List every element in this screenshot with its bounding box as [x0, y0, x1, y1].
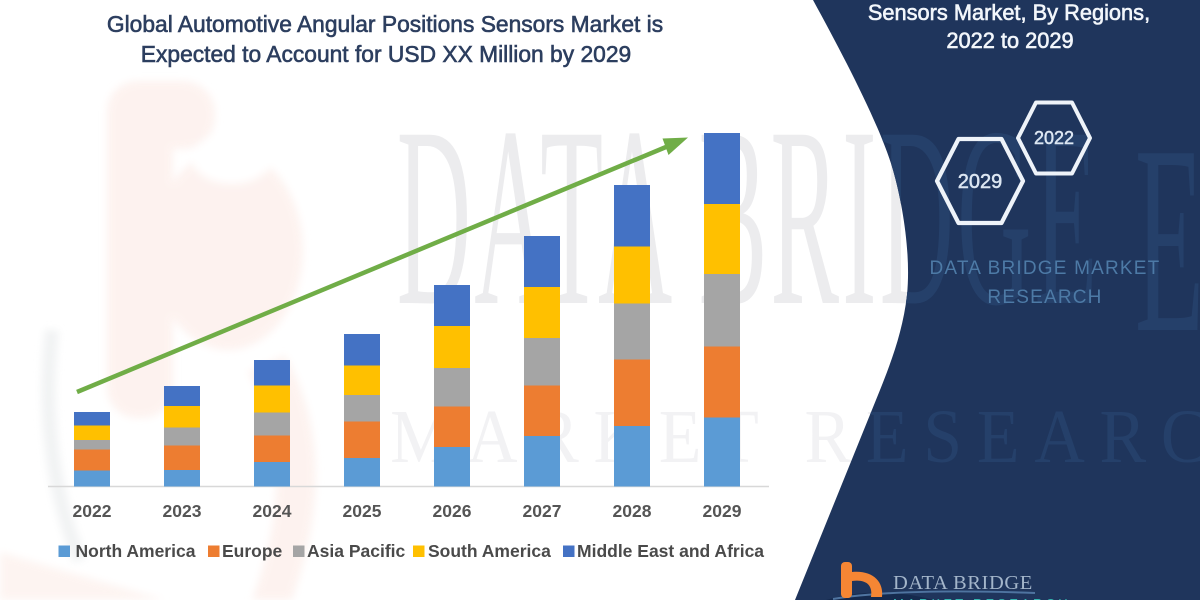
svg-text:Sensors Market, By Regions,: Sensors Market, By Regions, [868, 0, 1150, 25]
svg-text:DATA BRIDGE: DATA BRIDGE [893, 572, 1033, 594]
svg-text:South America: South America [428, 541, 551, 561]
svg-text:2025: 2025 [343, 501, 382, 521]
svg-text:2029: 2029 [958, 171, 1003, 193]
svg-text:Middle East and Africa: Middle East and Africa [577, 541, 764, 561]
svg-text:2026: 2026 [433, 501, 472, 521]
svg-text:2029: 2029 [703, 501, 742, 521]
svg-text:2023: 2023 [163, 501, 202, 521]
svg-text:North America: North America [76, 541, 196, 561]
svg-text:2027: 2027 [523, 501, 562, 521]
svg-text:2024: 2024 [253, 501, 292, 521]
svg-text:2022: 2022 [73, 501, 112, 521]
svg-text:Expected to Account for USD XX: Expected to Account for USD XX Million b… [141, 41, 631, 67]
svg-text:RESEARCH: RESEARCH [987, 287, 1102, 308]
svg-text:2022 to 2029: 2022 to 2029 [946, 28, 1073, 53]
svg-text:DATA BRIDGE MARKET: DATA BRIDGE MARKET [930, 258, 1161, 279]
svg-text:2022: 2022 [1034, 128, 1074, 148]
svg-text:MARKET RESEARCH: MARKET RESEARCH [893, 596, 1071, 600]
svg-text:Asia Pacific: Asia Pacific [307, 541, 406, 561]
svg-text:2028: 2028 [613, 501, 652, 521]
svg-text:Europe: Europe [222, 541, 283, 561]
svg-text:E: E [1135, 89, 1200, 389]
svg-text:Global Automotive Angular Posi: Global Automotive Angular Positions Sens… [107, 11, 663, 37]
